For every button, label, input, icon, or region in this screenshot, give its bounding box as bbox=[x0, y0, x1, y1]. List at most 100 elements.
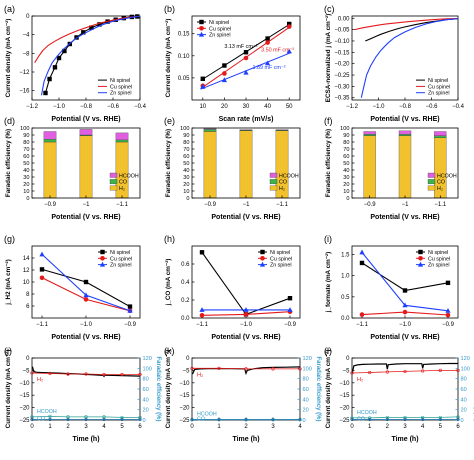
data-point bbox=[359, 249, 365, 255]
y-tick-label: 60 bbox=[183, 154, 189, 160]
y-tick-label: 0.00 bbox=[338, 16, 350, 22]
x-tick-label: −1.0 bbox=[53, 104, 66, 110]
data-point bbox=[265, 36, 270, 41]
data-point bbox=[265, 60, 271, 66]
label-h2: H₂ bbox=[37, 377, 43, 383]
y-right-tick-label: 40 bbox=[461, 397, 467, 403]
slope-annotation: 1.89 mF cm⁻² bbox=[252, 65, 285, 71]
legend-entry: Ni spinel bbox=[428, 78, 448, 84]
data-point bbox=[97, 22, 102, 27]
bar-h₂ bbox=[203, 131, 217, 199]
data-point bbox=[127, 304, 133, 309]
x-axis-label: Potential (V vs. RHE) bbox=[211, 334, 280, 341]
y-tick-label: 90 bbox=[23, 133, 29, 139]
panel-label-l: (l) bbox=[324, 346, 332, 356]
label-co: CO bbox=[357, 416, 365, 422]
label-co: CO bbox=[197, 417, 205, 423]
data-point bbox=[200, 83, 206, 89]
fe-point bbox=[102, 417, 106, 422]
fe-point bbox=[120, 417, 124, 422]
y-tick-label: 90 bbox=[343, 133, 349, 139]
data-point bbox=[52, 65, 58, 70]
data-point bbox=[39, 267, 45, 272]
fe-point bbox=[271, 418, 275, 422]
x-tick-label: 2 bbox=[244, 424, 248, 430]
panel-label-i: (i) bbox=[324, 234, 332, 244]
legend-marker bbox=[260, 249, 265, 255]
legend-swatch bbox=[427, 172, 436, 178]
fe-point bbox=[217, 418, 221, 422]
fe-point bbox=[385, 370, 389, 374]
x-axis-label: Time (h) bbox=[232, 436, 259, 443]
y-tick-label: 14 bbox=[23, 256, 30, 262]
data-point bbox=[199, 313, 205, 318]
y-tick-label: −10 bbox=[19, 381, 30, 387]
y-tick-label: 0.0 bbox=[341, 316, 350, 322]
label-hcooh: HCOOH bbox=[197, 411, 217, 417]
fe-point bbox=[102, 372, 106, 377]
x-tick-label: −1 bbox=[402, 202, 410, 208]
legend-swatch bbox=[109, 185, 118, 191]
x-tick-label: 4 bbox=[421, 424, 425, 430]
legend-entry: HCOOH bbox=[119, 173, 139, 179]
fe-point bbox=[244, 418, 248, 422]
x-tick-label: 0 bbox=[190, 424, 194, 430]
current-trace bbox=[191, 366, 301, 376]
data-point bbox=[286, 48, 292, 54]
x-tick-label: 2 bbox=[66, 424, 70, 430]
y-tick-label: 100 bbox=[20, 126, 29, 132]
y-right-tick-label: 20 bbox=[143, 408, 149, 414]
y-axis-label: Faradaic efficiency (%) bbox=[325, 129, 332, 197]
x-tick-label: −1.2 bbox=[346, 104, 359, 110]
legend-entry: Ni spinel bbox=[209, 20, 229, 26]
y-tick-label: 0.4 bbox=[181, 280, 190, 286]
fe-line-fe_h2 bbox=[351, 369, 458, 374]
y-tick-label: −20 bbox=[339, 406, 350, 412]
y-tick-label: 12 bbox=[23, 268, 30, 274]
x-tick-label: 1 bbox=[48, 424, 52, 430]
bar-co bbox=[43, 139, 57, 143]
fe-point bbox=[403, 415, 407, 420]
data-point bbox=[287, 296, 293, 301]
y-right-tick-label: 120 bbox=[461, 356, 470, 362]
y-tick-label: −15 bbox=[19, 393, 30, 399]
x-tick-label: −0.4 bbox=[452, 104, 465, 110]
fe-point bbox=[350, 417, 354, 422]
legend-marker bbox=[99, 261, 106, 267]
legend-marker bbox=[260, 255, 265, 261]
x-axis-label: Potential (V vs. RHE) bbox=[51, 116, 120, 123]
x-tick-label: −0.9 bbox=[124, 322, 137, 328]
y-axis-label: Faradaic efficiency (%) bbox=[5, 129, 12, 197]
x-tick-label: −0.9 bbox=[284, 322, 297, 328]
fe-line-fe_h2 bbox=[192, 367, 300, 370]
y-axis-label: Faradaic efficiency (%) bbox=[165, 129, 172, 197]
y-axis-label: Current density (mA cm⁻²) bbox=[165, 350, 172, 429]
fe-line-fe_h2 bbox=[31, 372, 140, 375]
series-line-cu-spinel bbox=[354, 17, 459, 31]
data-point bbox=[402, 309, 408, 315]
legend-entry: Zn spinel bbox=[270, 263, 292, 269]
data-point bbox=[62, 48, 67, 54]
fe-point bbox=[217, 366, 221, 370]
y-tick-label: 0.2 bbox=[181, 298, 190, 304]
bar-co bbox=[434, 135, 447, 138]
data-point bbox=[445, 308, 451, 313]
y-tick-label: −0.15 bbox=[334, 50, 350, 56]
legend-swatch bbox=[427, 185, 436, 191]
fe-point bbox=[403, 417, 407, 422]
bar-co bbox=[398, 134, 412, 136]
fe-point bbox=[138, 415, 142, 420]
x-tick-label: 3 bbox=[84, 424, 88, 430]
legend-entry: Cu spinel bbox=[209, 26, 231, 32]
x-tick-label: 3 bbox=[403, 424, 407, 430]
y-right-axis-label: Faradaic efficiency (%) bbox=[315, 356, 321, 421]
x-tick-label: 5 bbox=[120, 424, 124, 430]
y-tick-label: 0.5 bbox=[341, 295, 350, 301]
x-axis-label: Potential (V vs. RHE) bbox=[211, 214, 280, 221]
x-tick-label: −1.1 bbox=[36, 322, 49, 328]
y-tick-label: −0.10 bbox=[334, 39, 350, 45]
x-tick-label: −1.0 bbox=[373, 104, 386, 110]
legend-marker bbox=[418, 255, 423, 261]
y-axis-label: Current density (mA cm⁻²) bbox=[325, 350, 332, 429]
